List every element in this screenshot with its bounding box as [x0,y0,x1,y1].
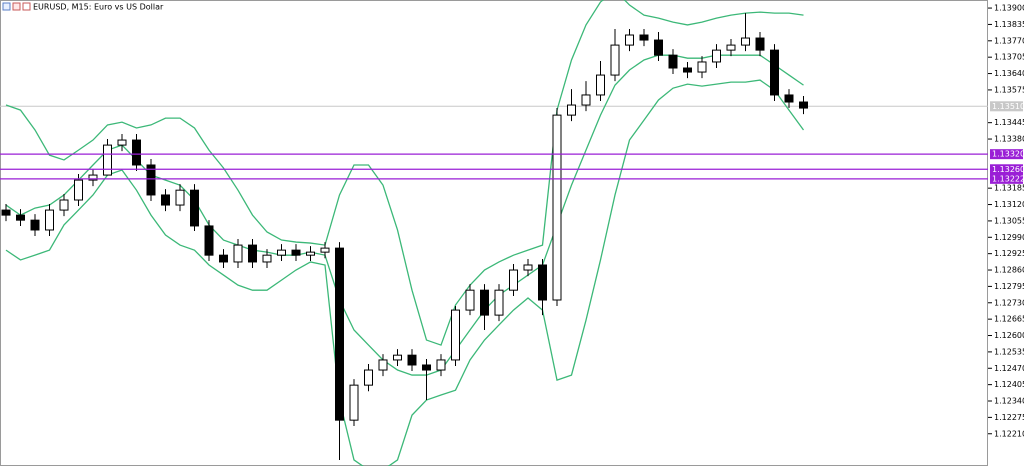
candle-body [480,289,489,316]
y-tick-label: 1.12405 [994,380,1024,389]
candle-body [161,194,170,206]
candle-body [451,309,460,361]
candle-body [146,164,156,196]
candle-body [277,249,286,256]
price-label: 1.13510 [992,102,1024,111]
candle-body [233,244,243,263]
candle-body [494,289,504,316]
candle-body [306,251,315,256]
y-tick-label: 1.12795 [994,282,1024,291]
y-tick-label: 1.13640 [994,69,1024,78]
candle-body [190,189,199,227]
y-tick-label: 1.12210 [994,429,1024,438]
price-label-box [990,101,1023,112]
candle-body [552,114,562,301]
level-label: 1.13320 [992,150,1024,159]
y-tick-label: 1.12665 [994,315,1024,324]
candle-body [683,67,692,73]
y-tick-label: 1.13380 [994,135,1024,144]
band-line [5,79,805,466]
y-tick-label: 1.12860 [994,266,1024,275]
candle-body [407,354,417,366]
candle-body [712,49,721,63]
candle-body [219,254,228,263]
candle-body [581,94,591,106]
candle-body [523,264,533,271]
candle-body [697,61,707,73]
y-tick-label: 1.13185 [994,184,1024,193]
level-label-box [990,149,1023,160]
candle-body [509,269,518,291]
y-tick-label: 1.13120 [994,200,1024,209]
candle-body [726,44,736,51]
candle-body [393,354,402,361]
candle-body [45,209,54,231]
candle-body [59,199,69,211]
candle-body [465,289,475,311]
candle-body [349,384,359,421]
y-tick-label: 1.12340 [994,397,1024,406]
level-label-box [990,173,1023,184]
candle-body [755,37,765,51]
title-icons [2,2,31,11]
level-label: 1.13260 [992,165,1024,174]
candle-body [538,264,547,301]
candle-body [74,179,83,201]
y-tick-label: 1.13900 [994,4,1024,13]
candle-body [625,34,634,46]
candle-body [668,54,678,69]
candle-body [567,104,576,116]
y-tick-label: 1.12925 [994,249,1024,258]
chart-title: EURUSD, M15: Euro vs US Dollar [33,3,164,12]
candle-body [16,214,25,221]
y-tick-label: 1.13835 [994,20,1024,29]
candle-body [378,359,388,371]
candle-body [291,249,301,256]
y-tick-label: 1.12275 [994,413,1024,422]
candle-body [248,244,257,263]
level-label-box [990,164,1023,175]
y-tick-label: 1.12470 [994,364,1024,373]
candle-body [610,44,620,76]
candle-body [596,74,605,96]
candle-body [639,34,649,41]
candle-body [335,247,344,421]
icon [22,2,31,11]
candle-body [1,209,11,216]
candle-body [422,364,431,371]
candle-body [784,94,794,103]
y-tick-label: 1.12730 [994,298,1024,307]
candle-body [654,39,663,56]
y-tick-label: 1.13055 [994,216,1024,225]
candle-body [117,139,127,146]
candle-body [799,101,808,109]
candle-body [204,225,214,256]
y-tick-label: 1.13445 [994,118,1024,127]
y-tick-label: 1.12990 [994,233,1024,242]
y-tick-label: 1.13575 [994,85,1024,94]
candle-body [103,144,112,176]
candle-body [88,174,98,181]
candle-body [436,359,446,371]
plot-frame [0,0,988,466]
candle-body [770,49,779,96]
candle-body [175,189,185,206]
y-tick-label: 1.12535 [994,347,1024,356]
candle-body [364,369,373,386]
band-line [5,0,804,346]
icon [2,2,11,11]
plot-area [0,0,988,466]
candle-body [262,254,272,263]
y-tick-label: 1.12600 [994,331,1024,340]
y-tick-label: 1.13770 [994,36,1024,45]
y-tick-label: 1.13705 [994,53,1024,62]
icon [12,2,21,11]
candle-body [132,139,141,166]
candle-body [30,219,40,231]
level-label: 1.13222 [992,174,1024,183]
candle-body [741,37,750,46]
candle-body [320,247,330,253]
